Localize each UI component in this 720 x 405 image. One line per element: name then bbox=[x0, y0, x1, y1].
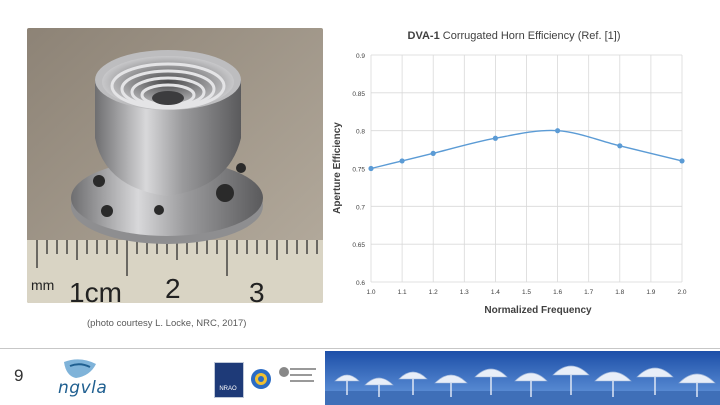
x-tick-label: 1.3 bbox=[460, 289, 469, 296]
ngvla-logo bbox=[50, 354, 126, 400]
ngvla-wordmark: ngvla bbox=[58, 378, 108, 398]
y-tick-label: 0.7 bbox=[356, 204, 365, 211]
data-point bbox=[492, 135, 498, 141]
x-tick-label: 1.5 bbox=[522, 289, 531, 296]
x-tick-label: 1.7 bbox=[584, 289, 593, 296]
x-axis-label: Normalized Frequency bbox=[484, 305, 592, 316]
nsf-logo-icon bbox=[250, 368, 272, 390]
x-tick-label: 1.1 bbox=[398, 289, 407, 296]
chart-title-rest: Corrugated Horn Efficiency (Ref. [1]) bbox=[440, 30, 621, 42]
ruler-3-label: 3 bbox=[249, 277, 265, 303]
y-tick-label: 0.65 bbox=[352, 242, 365, 249]
nrao-logo bbox=[214, 362, 244, 398]
dish-icon bbox=[64, 359, 96, 378]
y-tick-label: 0.8 bbox=[356, 129, 365, 136]
photo-caption: (photo courtesy L. Locke, NRC, 2017) bbox=[87, 318, 247, 329]
y-tick-label: 0.9 bbox=[356, 53, 365, 60]
x-tick-label: 2.0 bbox=[677, 289, 686, 296]
ruler-2-label: 2 bbox=[165, 273, 181, 303]
nrao-logo-label: NRAO bbox=[219, 386, 237, 392]
y-axis-label: Aperture Efficiency bbox=[332, 122, 343, 214]
data-point bbox=[555, 128, 561, 134]
x-tick-label: 1.4 bbox=[491, 289, 500, 296]
ruler-mm-label: mm bbox=[31, 277, 54, 293]
efficiency-chart: DVA-1 Corrugated Horn Efficiency (Ref. [… bbox=[326, 20, 702, 322]
horn-photo: mm 1cm 2 3 bbox=[27, 28, 323, 303]
data-point bbox=[679, 158, 685, 164]
partner-logo bbox=[278, 364, 318, 394]
x-tick-label: 1.6 bbox=[553, 289, 562, 296]
chart-title-bold: DVA-1 bbox=[408, 30, 440, 42]
x-tick-label: 1.0 bbox=[366, 289, 375, 296]
data-point bbox=[430, 150, 436, 156]
chart-series bbox=[368, 128, 685, 172]
y-tick-label: 0.85 bbox=[352, 91, 365, 98]
y-tick-label: 0.75 bbox=[352, 167, 365, 174]
x-tick-label: 1.2 bbox=[429, 289, 438, 296]
y-tick-label: 0.6 bbox=[356, 280, 365, 287]
chart-title: DVA-1 Corrugated Horn Efficiency (Ref. [… bbox=[408, 30, 621, 42]
data-point bbox=[617, 143, 623, 149]
ruler-1cm-label: 1cm bbox=[69, 277, 122, 303]
footer-divider bbox=[0, 348, 720, 349]
x-tick-label: 1.8 bbox=[615, 289, 624, 296]
slide-number: 9 bbox=[14, 366, 24, 385]
chart-gridlines bbox=[370, 54, 683, 283]
data-point bbox=[399, 158, 405, 164]
chart-axes: 0.6 0.65 0.7 0.75 0.8 0.85 0.9 1.0 1.1 1.2 1.3 1.4 1… bbox=[352, 53, 687, 296]
antenna-array-banner bbox=[325, 351, 720, 405]
x-tick-label: 1.9 bbox=[646, 289, 655, 296]
data-point bbox=[368, 165, 374, 172]
